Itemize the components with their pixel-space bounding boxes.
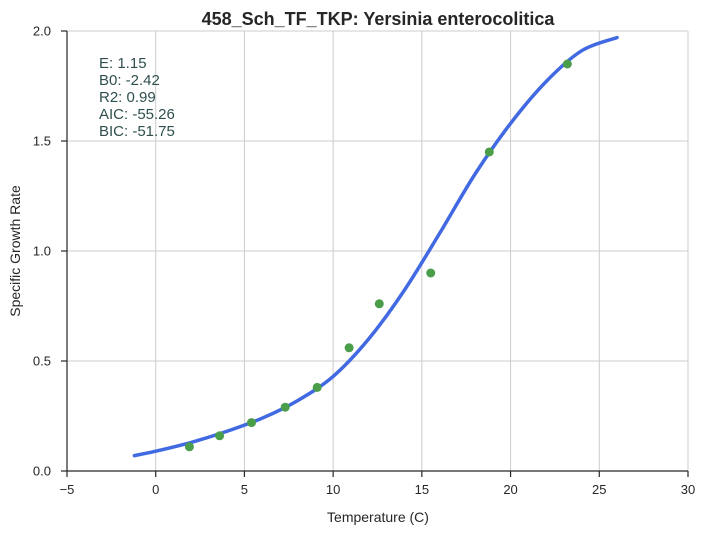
data-point-3 [280,402,290,412]
y-tick-label-2: 1.0 [33,244,51,259]
y-tick-label-4: 2.0 [33,24,51,39]
grid [67,30,689,471]
fit-stat-0: E: 1.15 [99,55,147,72]
data-point-6 [374,299,384,309]
data-point-9 [562,59,572,69]
chart-title: 458_Sch_TF_TKP: Yersinia enterocolitica [202,9,556,29]
data-point-8 [484,147,494,157]
x-tick-label-2: 5 [241,482,248,497]
fit-stat-1: B0: -2.42 [99,72,160,89]
x-ticks: −5 0 5 10 15 20 25 30 [60,471,695,497]
x-axis-label: Temperature (C) [327,509,429,525]
data-point-2 [247,418,257,428]
y-tick-label-3: 1.5 [33,134,51,149]
data-point-5 [344,343,354,353]
y-tick-label-1: 0.5 [33,354,51,369]
data-point-1 [215,431,225,441]
data-point-7 [426,268,436,278]
x-tick-label-1: 0 [152,482,159,497]
x-tick-label-7: 30 [681,482,695,497]
fit-stat-3: AIC: -55.26 [99,106,175,123]
x-tick-label-6: 25 [592,482,606,497]
x-tick-label-5: 20 [503,482,517,497]
fit-stat-2: R2: 0.99 [99,89,156,106]
x-tick-label-4: 15 [415,482,429,497]
x-tick-label-0: −5 [60,482,75,497]
x-tick-label-3: 10 [326,482,340,497]
data-point-0 [184,442,194,452]
y-ticks: 0.0 0.5 1.0 1.5 2.0 [33,24,67,479]
data-points [184,59,572,452]
fit-curve [132,35,619,458]
data-point-4 [312,382,322,392]
y-axis-label: Specific Growth Rate [7,185,23,317]
y-tick-label-0: 0.0 [33,464,51,479]
fit-curve-group [132,35,619,458]
fit-stat-4: BIC: -51.75 [99,123,175,140]
